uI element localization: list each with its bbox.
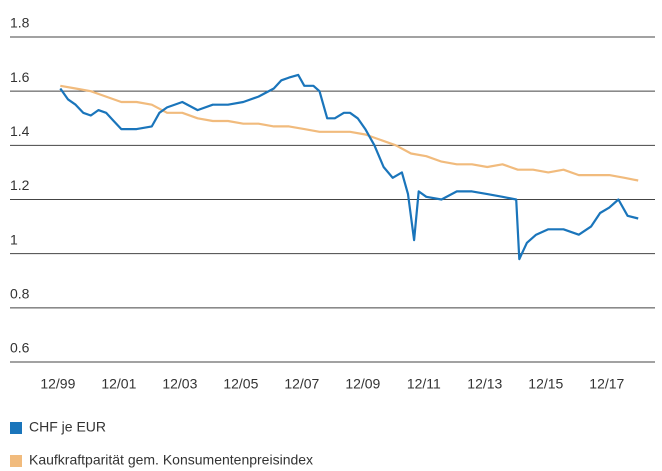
y-tick-label: 0.8 <box>10 286 30 302</box>
y-tick-label: 1.8 <box>10 15 30 31</box>
x-tick-label: 12/03 <box>162 376 197 392</box>
x-tick-label: 12/09 <box>345 376 380 392</box>
x-tick-label: 12/07 <box>284 376 319 392</box>
x-tick-label: 12/13 <box>467 376 502 392</box>
x-tick-label: 12/05 <box>223 376 258 392</box>
y-tick-label: 1 <box>10 231 18 247</box>
legend-label: CHF je EUR <box>29 419 106 435</box>
x-tick-label: 12/15 <box>528 376 563 392</box>
y-tick-label: 1.6 <box>10 69 30 85</box>
x-tick-label: 12/17 <box>589 376 624 392</box>
legend-swatch <box>10 422 22 434</box>
x-tick-label: 12/01 <box>101 376 136 392</box>
legend-swatch <box>10 455 22 467</box>
y-tick-label: 0.6 <box>10 340 30 356</box>
series-line <box>60 84 639 182</box>
y-tick-label: 1.2 <box>10 177 30 193</box>
series-line <box>59 73 639 261</box>
y-tick-label: 1.4 <box>10 123 30 139</box>
legend-label: Kaufkraftparität gem. Konsumentenpreisin… <box>29 452 313 468</box>
x-tick-label: 12/11 <box>407 376 441 392</box>
x-tick-label: 12/99 <box>40 376 75 392</box>
